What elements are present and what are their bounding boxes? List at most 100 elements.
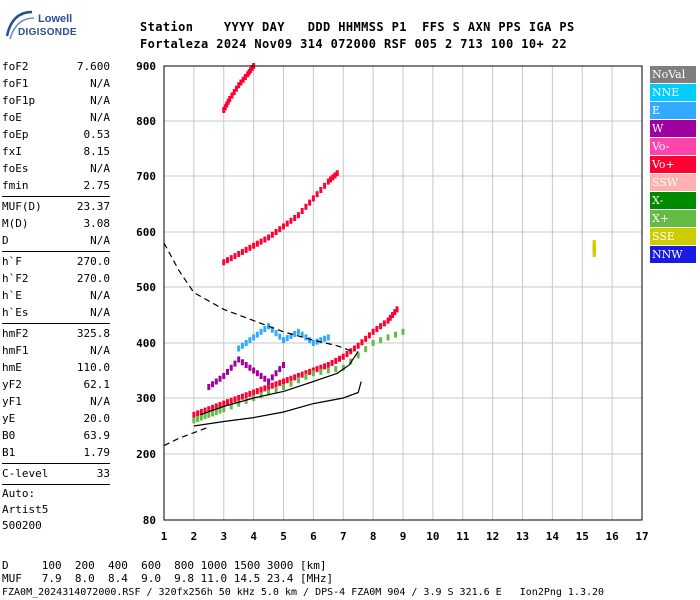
- echo-points: [192, 63, 596, 424]
- echo-point: [395, 306, 399, 313]
- echo-point: [248, 364, 252, 371]
- echo-point: [192, 411, 196, 418]
- echo-point: [230, 92, 234, 99]
- echo-point: [296, 377, 300, 384]
- digisonde-logo: Lowell DIGISONDE: [4, 6, 77, 42]
- polarization-legend: NoVal NNE E W Vo- Vo+ SSW X- X+ SSE NNW: [650, 66, 696, 264]
- param-divider: [2, 251, 110, 252]
- param-name: foF1p: [2, 94, 36, 107]
- param-name: h`Es: [2, 306, 29, 319]
- echo-point: [214, 403, 218, 410]
- echo-point: [289, 375, 293, 382]
- echo-point: [388, 314, 392, 321]
- param-row: yF1 N/A: [2, 393, 110, 410]
- echo-point: [263, 375, 267, 382]
- echo-point: [300, 208, 304, 214]
- param-value: N/A: [90, 306, 110, 319]
- echo-point: [386, 334, 390, 341]
- param-row: fmin 2.75: [2, 177, 110, 194]
- y-tick-label: 600: [136, 226, 156, 239]
- echo-point: [252, 242, 256, 249]
- legend-item: X-: [650, 192, 696, 210]
- echo-point: [401, 328, 405, 335]
- x-tick-label: 12: [486, 530, 499, 543]
- param-value: 20.0: [83, 412, 111, 425]
- echo-point: [240, 359, 244, 366]
- echo-point: [274, 386, 278, 393]
- param-row: hmE 110.0: [2, 359, 110, 376]
- x-tick-label: 9: [400, 530, 407, 543]
- param-row: foF2 7.600: [2, 58, 110, 75]
- echo-point: [240, 393, 244, 400]
- echo-point: [239, 79, 243, 86]
- echo-point: [293, 330, 297, 337]
- param-row: h`Es N/A: [2, 304, 110, 321]
- param-row: foF1p N/A: [2, 92, 110, 109]
- echo-point: [222, 406, 226, 413]
- param-name: MUF(D): [2, 200, 42, 213]
- echo-point: [274, 370, 278, 377]
- param-value: 3.08: [83, 217, 111, 230]
- echo-point: [331, 174, 335, 181]
- echo-point: [326, 178, 330, 185]
- echo-point: [199, 414, 203, 421]
- legend-item: X+: [650, 210, 696, 228]
- echo-point: [379, 323, 383, 330]
- echo-point: [255, 331, 259, 338]
- param-name: B1: [2, 446, 16, 459]
- param-name: hmE: [2, 361, 22, 374]
- legend-item: NNE: [650, 84, 696, 102]
- echo-point: [282, 337, 285, 344]
- profile-traces: [163, 242, 362, 447]
- echo-point: [267, 378, 271, 385]
- param-value: N/A: [90, 344, 110, 357]
- param-name: foF1: [2, 77, 29, 90]
- param-group-muf: MUF(D) 23.37 M(D) 3.08 D N/A: [2, 198, 110, 249]
- echo-point: [367, 332, 371, 339]
- legend-item: Vo-: [650, 138, 696, 156]
- echo-point: [335, 170, 339, 177]
- echo-point: [228, 96, 232, 102]
- echo-point: [274, 381, 278, 388]
- echo-point: [274, 229, 278, 235]
- echo-point: [248, 244, 252, 251]
- echo-point: [229, 364, 233, 371]
- echo-point: [356, 352, 360, 359]
- echo-point: [244, 246, 248, 253]
- echo-point: [304, 370, 308, 377]
- echo-point: [345, 351, 349, 357]
- profile-trace: [193, 381, 362, 427]
- echo-point: [270, 382, 274, 389]
- echo-point: [259, 373, 263, 379]
- echo-point: [233, 253, 237, 260]
- echo-point: [371, 340, 375, 346]
- x-tick-label: 7: [340, 530, 347, 543]
- legend-item: E: [650, 102, 696, 120]
- x-tick-label: 8: [370, 530, 377, 543]
- echo-point: [296, 212, 300, 219]
- param-name: h`F2: [2, 272, 29, 285]
- file-info-footer: FZA0M_2024314072000.RSF / 320fx256h 50 k…: [2, 587, 605, 598]
- echo-point: [326, 334, 330, 341]
- echo-point: [255, 388, 259, 395]
- autoscale-label: Auto:: [2, 487, 36, 500]
- echo-point: [300, 331, 304, 338]
- param-name: yF1: [2, 395, 22, 408]
- echo-point: [323, 363, 327, 370]
- echo-point: [323, 182, 327, 189]
- param-value: N/A: [90, 234, 110, 247]
- autoscale-version: 500200: [2, 519, 42, 532]
- x-tick-label: 14: [546, 530, 560, 543]
- echo-point: [263, 385, 267, 392]
- echo-point: [203, 407, 207, 414]
- header-labels: Station YYYY DAY DDD HHMMSS P1 FFS S AXN…: [140, 20, 575, 34]
- echo-point: [293, 374, 297, 381]
- echo-point: [319, 368, 323, 375]
- echo-point: [259, 328, 263, 335]
- echo-point: [214, 378, 218, 385]
- echo-point: [375, 326, 379, 332]
- echo-point: [244, 340, 248, 346]
- echo-point: [334, 357, 338, 364]
- echo-point: [311, 340, 315, 346]
- y-tick-label: 700: [136, 170, 156, 183]
